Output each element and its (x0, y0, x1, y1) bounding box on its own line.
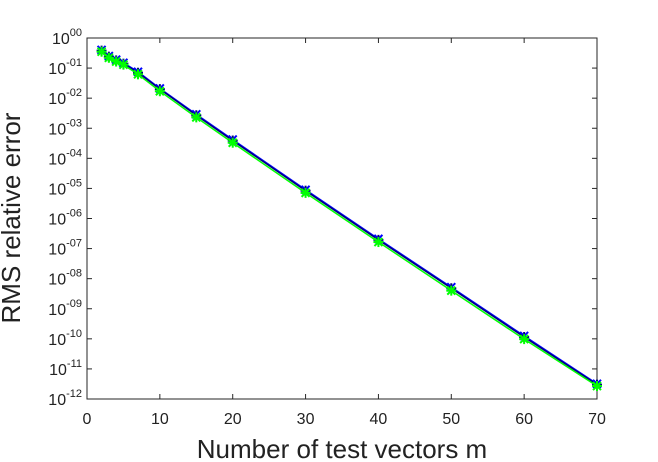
x-axis-label: Number of test vectors m (197, 434, 487, 462)
y-tick-label: 10-02 (48, 87, 82, 108)
data-point (103, 52, 114, 63)
x-axis-ticks: 0 10 20 30 40 50 60 70 (83, 38, 606, 428)
series-layer (96, 45, 602, 392)
data-point (519, 334, 530, 345)
y-tick-label: 10-10 (48, 328, 82, 349)
y-tick-label: 10-11 (49, 358, 82, 379)
y-tick-label: 10-06 (48, 208, 82, 229)
x-tick-label: 0 (83, 411, 92, 428)
data-point (592, 381, 602, 392)
data-point (191, 112, 202, 123)
y-tick-label: 10-04 (48, 147, 82, 168)
y-axis-label: RMS relative error (0, 112, 26, 323)
y-axis-ticks: 1000 10-01 10-02 10-03 10-04 10-05 10-06 10-07 1… (48, 27, 597, 409)
y-tick-label: 10-09 (48, 298, 82, 319)
data-point (118, 59, 129, 70)
y-tick-label: 10-12 (48, 388, 82, 409)
y-tick-label: 10-01 (48, 57, 82, 78)
x-tick-label: 30 (297, 411, 315, 428)
data-point (154, 86, 165, 97)
x-tick-label: 20 (224, 411, 242, 428)
data-point (300, 187, 311, 198)
y-tick-label: 10-08 (48, 268, 82, 289)
data-point (227, 137, 238, 148)
y-tick-label: 10-03 (48, 117, 82, 138)
x-tick-label: 10 (151, 411, 169, 428)
y-tick-label: 1000 (52, 27, 82, 48)
x-tick-label: 40 (370, 411, 388, 428)
x-tick-label: 60 (515, 411, 533, 428)
data-point (96, 46, 107, 57)
data-point (133, 69, 143, 80)
x-tick-label: 50 (442, 411, 460, 428)
data-point (373, 237, 384, 248)
x-tick-label: 70 (588, 411, 606, 428)
data-point (446, 285, 457, 296)
y-tick-label: 10-05 (48, 177, 82, 198)
y-tick-label: 10-07 (48, 238, 82, 259)
